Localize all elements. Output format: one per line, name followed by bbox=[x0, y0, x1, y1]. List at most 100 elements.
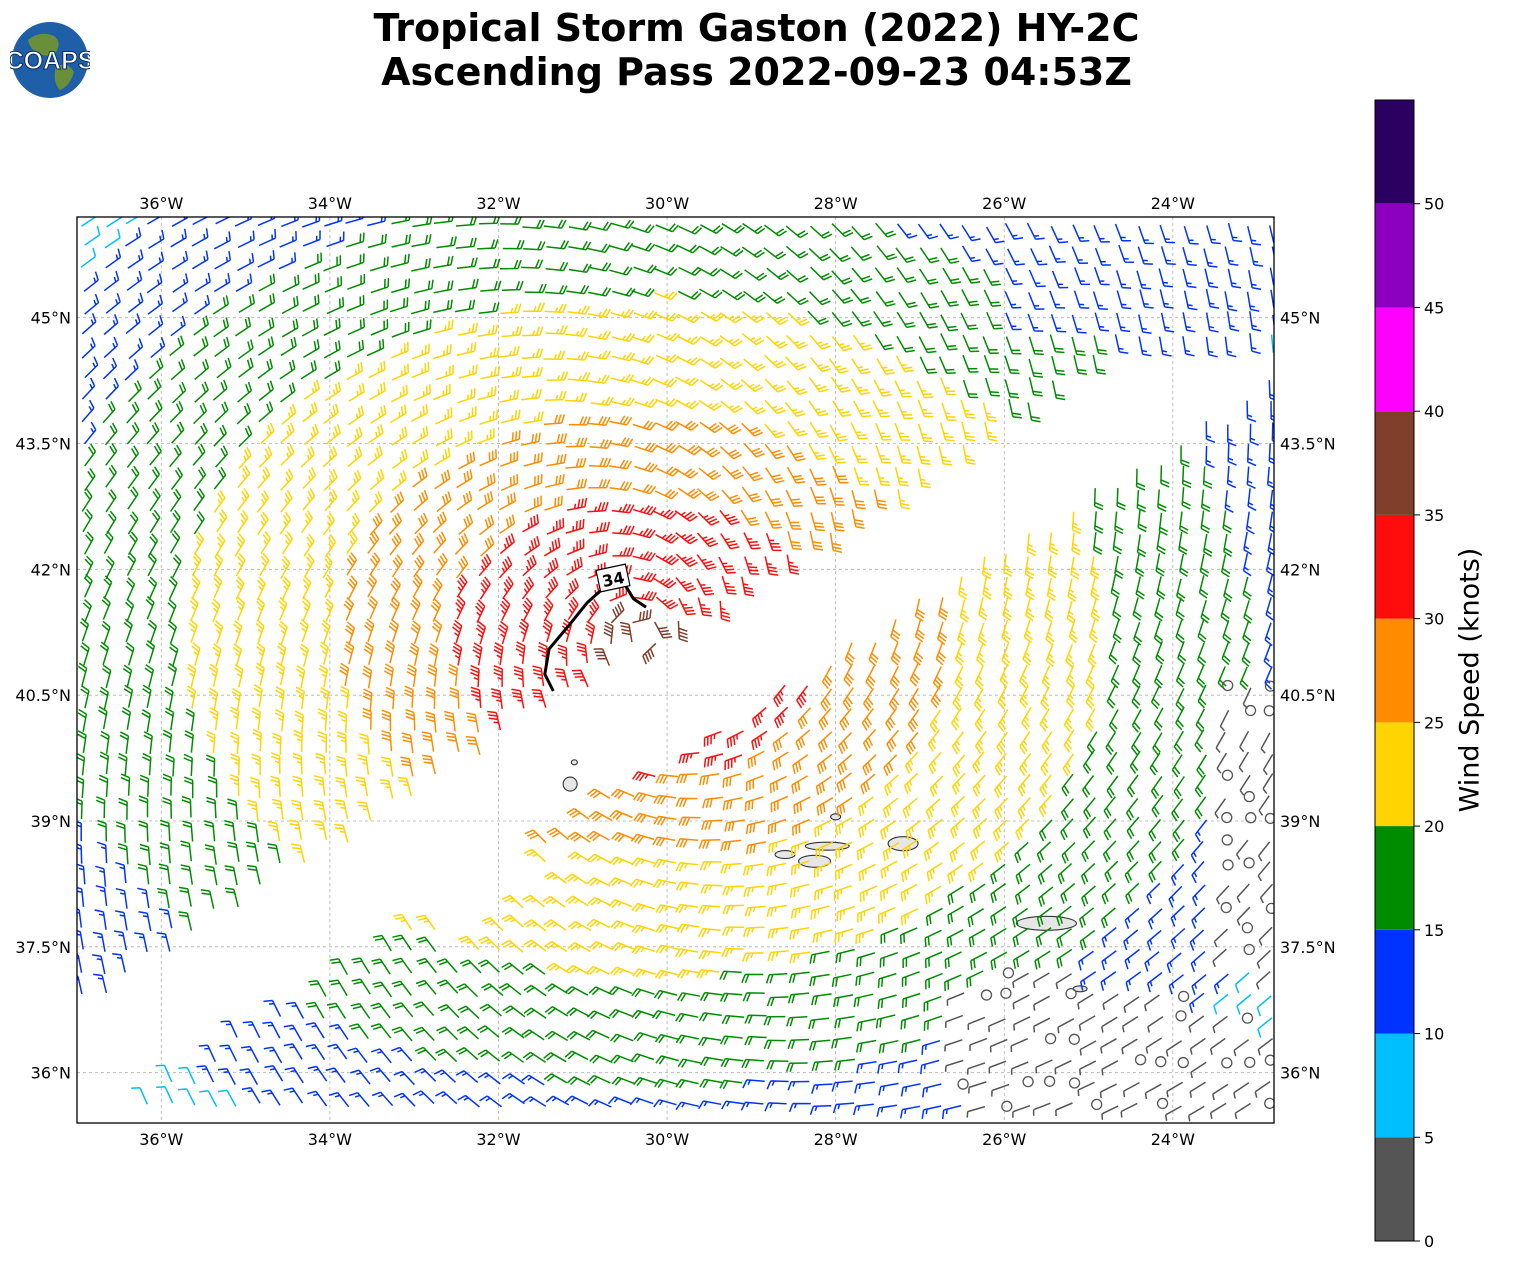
wind-barb-icon bbox=[654, 1078, 678, 1089]
wind-barb-icon bbox=[545, 285, 568, 295]
wind-barb-icon bbox=[814, 885, 833, 901]
wind-barb-icon bbox=[1256, 949, 1271, 969]
wind-barb-icon bbox=[171, 250, 189, 270]
wind-barb-icon bbox=[812, 929, 833, 944]
wind-barb-icon bbox=[127, 531, 138, 556]
wind-barb-icon bbox=[1036, 906, 1053, 927]
wind-barb-icon bbox=[81, 313, 97, 335]
wind-barb-icon bbox=[322, 555, 333, 579]
wind-barb-icon bbox=[1138, 226, 1154, 245]
wind-barb-icon bbox=[959, 599, 970, 623]
wind-barb-icon bbox=[1179, 511, 1189, 535]
wind-barb-icon bbox=[103, 270, 120, 292]
wind-barb-icon bbox=[121, 706, 132, 730]
wind-barb-icon bbox=[515, 641, 526, 664]
wind-barb-icon bbox=[172, 292, 188, 313]
globe-logo-icon: COAPS bbox=[10, 22, 90, 98]
wind-barb-icon bbox=[593, 648, 610, 666]
wind-barb-icon bbox=[1149, 752, 1161, 776]
wind-barb-icon bbox=[1049, 290, 1066, 309]
wind-barb-icon bbox=[675, 903, 699, 914]
wind-barb-icon bbox=[655, 312, 680, 322]
wind-barb-icon bbox=[611, 942, 635, 952]
wind-barb-icon bbox=[1101, 1016, 1118, 1033]
wind-barb-icon bbox=[412, 449, 429, 469]
wind-barb-icon bbox=[851, 225, 873, 241]
wind-barb-icon bbox=[211, 598, 221, 623]
lat-label-right: 37.5°N bbox=[1280, 938, 1336, 957]
wind-barb-icon bbox=[317, 730, 327, 753]
wind-barb-icon bbox=[610, 373, 635, 384]
wind-barb-icon bbox=[490, 688, 503, 709]
wind-barb-icon bbox=[1212, 1083, 1229, 1101]
wind-barb-icon bbox=[337, 710, 348, 733]
calm-circle-icon bbox=[1134, 1054, 1147, 1066]
wind-barb-icon bbox=[95, 796, 106, 819]
wind-barb-icon bbox=[742, 992, 765, 1002]
wind-barb-icon bbox=[851, 358, 871, 375]
wind-barb-icon bbox=[1022, 642, 1032, 666]
wind-barb-icon bbox=[145, 640, 156, 664]
wind-barb-icon bbox=[389, 297, 409, 313]
wind-barb-icon bbox=[1094, 312, 1110, 332]
wind-barb-icon bbox=[566, 351, 590, 361]
wind-barb-icon bbox=[938, 356, 956, 374]
wind-barb-icon bbox=[1146, 882, 1161, 905]
wind-barb-icon bbox=[101, 620, 111, 645]
wind-barb-icon bbox=[740, 1101, 764, 1111]
wind-barb-icon bbox=[631, 924, 655, 934]
wind-barb-icon bbox=[251, 753, 261, 776]
wind-barb-icon bbox=[92, 931, 106, 952]
wind-barb-icon bbox=[1136, 534, 1147, 558]
wind-barb-icon bbox=[610, 437, 634, 448]
wind-barb-icon bbox=[124, 359, 139, 381]
wind-barb-icon bbox=[521, 366, 544, 379]
wind-barb-icon bbox=[741, 486, 762, 503]
lon-label-bottom: 36°W bbox=[139, 1130, 183, 1149]
wind-barb-icon bbox=[94, 909, 107, 930]
wind-barb-icon bbox=[1078, 1060, 1097, 1076]
wind-barb-icon bbox=[80, 642, 90, 666]
wind-barb-icon bbox=[348, 1023, 369, 1040]
wind-barb-icon bbox=[1081, 775, 1095, 798]
wind-barb-icon bbox=[882, 797, 899, 819]
wind-barb-icon bbox=[178, 1066, 196, 1085]
wind-barb-icon bbox=[1148, 819, 1162, 842]
wind-barb-icon bbox=[969, 883, 986, 904]
wind-barb-icon bbox=[896, 223, 918, 239]
wind-barb-icon bbox=[557, 644, 568, 666]
wind-barb-icon bbox=[216, 357, 232, 379]
wind-barb-icon bbox=[522, 514, 540, 533]
wind-barb-icon bbox=[584, 620, 596, 644]
wind-barb-icon bbox=[565, 964, 590, 975]
wind-barb-icon bbox=[522, 554, 537, 577]
wind-barb-icon bbox=[258, 293, 276, 312]
lat-label-right: 42°N bbox=[1280, 560, 1320, 579]
wind-barb-icon bbox=[858, 863, 876, 882]
wind-barb-icon bbox=[873, 379, 892, 397]
wind-barb-icon bbox=[305, 1022, 325, 1039]
wind-barb-icon bbox=[1171, 798, 1184, 822]
wind-barb-icon bbox=[632, 609, 652, 624]
wind-barb-icon bbox=[972, 751, 985, 774]
wind-barb-icon bbox=[633, 812, 657, 823]
wind-barb-icon bbox=[410, 404, 429, 422]
wind-barb-icon bbox=[432, 383, 451, 401]
wind-barb-icon bbox=[345, 531, 358, 555]
wind-barb-icon bbox=[1073, 267, 1091, 286]
wind-barb-icon bbox=[189, 596, 199, 621]
wind-barb-icon bbox=[452, 619, 463, 644]
wind-barb-icon bbox=[632, 551, 656, 562]
wind-barb-icon bbox=[1071, 314, 1087, 334]
wind-barb-icon bbox=[1028, 269, 1046, 288]
wind-barb-icon bbox=[186, 685, 197, 709]
wind-barb-icon bbox=[521, 259, 544, 269]
wind-barb-icon bbox=[764, 399, 786, 415]
wind-barb-icon bbox=[305, 1001, 325, 1019]
wind-barb-icon bbox=[1070, 556, 1080, 580]
wind-barb-icon bbox=[391, 341, 409, 359]
wind-barb-icon bbox=[293, 729, 303, 752]
wind-barb-icon bbox=[788, 971, 810, 984]
wind-barb-icon bbox=[1133, 622, 1143, 646]
wind-barb-icon bbox=[105, 248, 122, 269]
